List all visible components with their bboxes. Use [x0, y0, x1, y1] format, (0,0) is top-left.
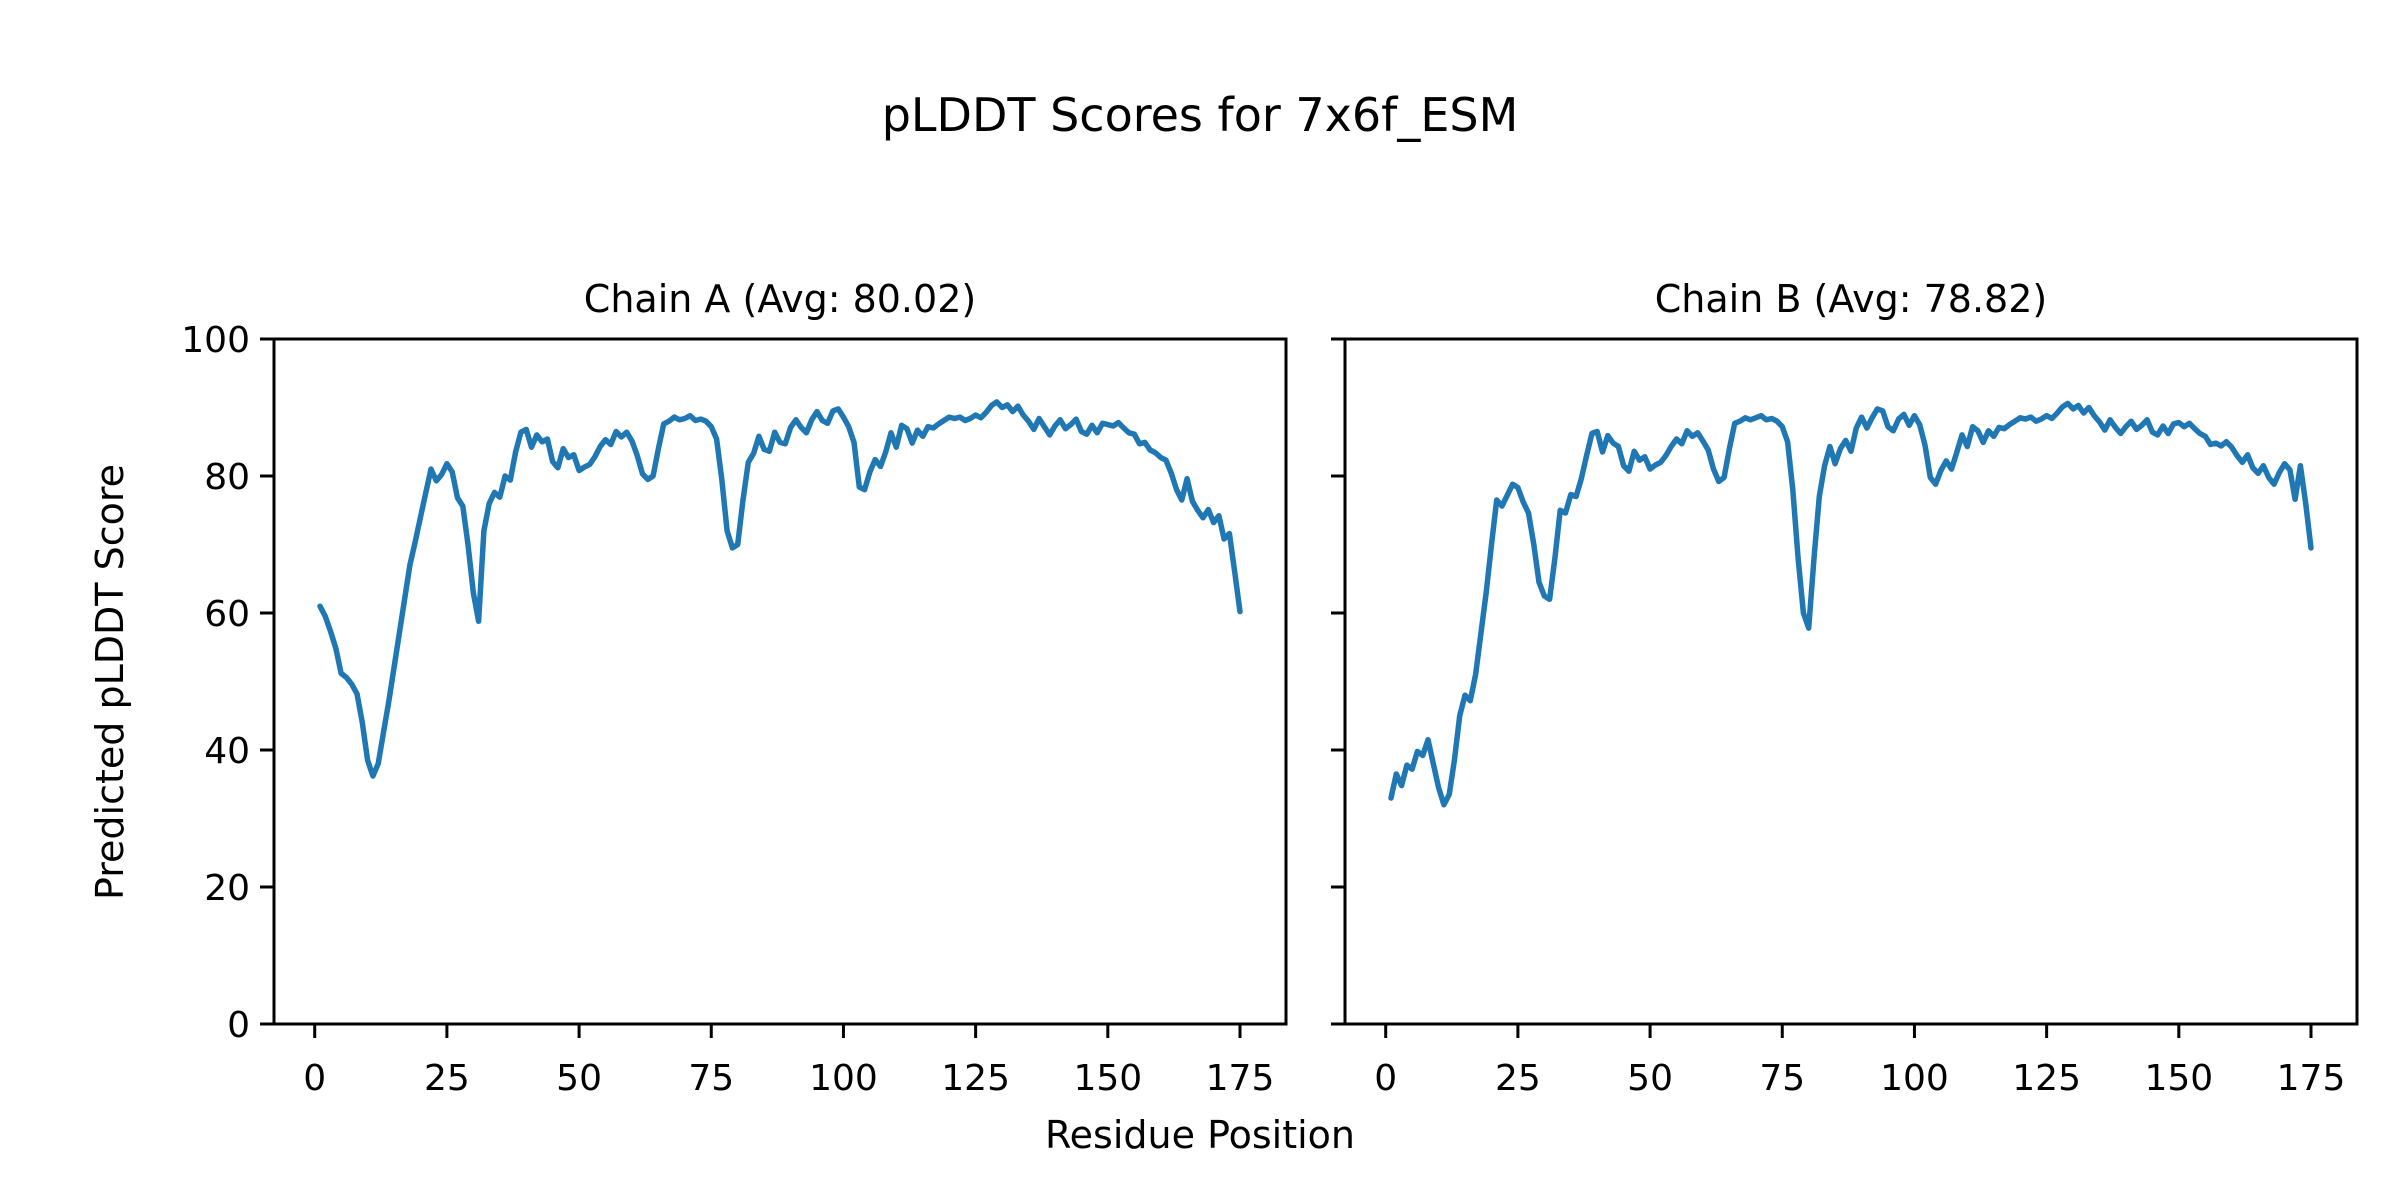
- x-tick-label: 25: [1495, 1058, 1541, 1099]
- x-tick-label: 50: [556, 1058, 602, 1099]
- chain-b-title: Chain B (Avg: 78.82): [1654, 277, 2048, 321]
- x-tick-label: 50: [1627, 1058, 1673, 1099]
- x-axis-ticks: 0 25 50 75 100 125 150 175: [1374, 1024, 2345, 1099]
- x-tick-label: 0: [303, 1058, 326, 1099]
- axes-spines: [272, 337, 1288, 1026]
- chain-b-plot: 0 25 50 75 100 125 150 175: [1331, 337, 2359, 1099]
- y-tick-label: 20: [204, 868, 250, 909]
- x-tick-label: 125: [941, 1058, 1010, 1099]
- x-tick-label: 25: [424, 1058, 470, 1099]
- x-tick-label: 100: [809, 1058, 878, 1099]
- x-axis-ticks: 0 25 50 75 100 125 150 175: [303, 1024, 1274, 1099]
- x-tick-label: 125: [2012, 1058, 2081, 1099]
- y-axis-ticks: 0 20 40 60 80 100: [181, 320, 274, 1046]
- x-axis-label: Residue Position: [1044, 1113, 1356, 1157]
- axes-spines: [1343, 337, 2359, 1026]
- y-tick-label: 80: [204, 457, 250, 498]
- x-tick-label: 150: [2144, 1058, 2213, 1099]
- chain-a-title: Chain A (Avg: 80.02): [583, 277, 977, 321]
- x-tick-label: 150: [1073, 1058, 1142, 1099]
- y-tick-label: 40: [204, 731, 250, 772]
- plddt-line-b: [1388, 400, 2314, 808]
- y-tick-label: 60: [204, 594, 250, 635]
- chain-a-plot: 0 25 50 75 100 125 150 175 0 20 40 60 80 100: [181, 320, 1288, 1099]
- x-tick-label: 75: [1759, 1058, 1805, 1099]
- y-tick-label: 0: [227, 1005, 250, 1046]
- x-tick-label: 75: [688, 1058, 734, 1099]
- x-tick-label: 0: [1374, 1058, 1397, 1099]
- x-tick-label: 175: [1206, 1058, 1275, 1099]
- y-axis-ticks: [1331, 337, 1345, 1026]
- x-tick-label: 100: [1880, 1058, 1949, 1099]
- x-tick-label: 175: [2277, 1058, 2346, 1099]
- figure-title: pLDDT Scores for 7x6f_ESM: [881, 88, 1519, 142]
- y-tick-label: 100: [181, 320, 250, 361]
- plddt-line-a: [317, 399, 1243, 779]
